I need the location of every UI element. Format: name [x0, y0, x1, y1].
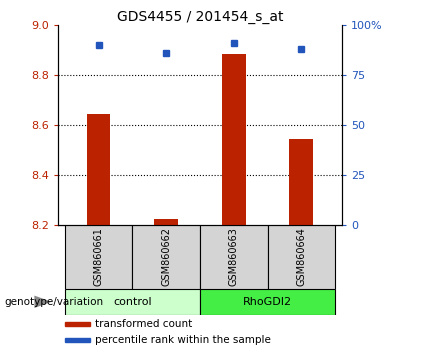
Bar [65, 322, 90, 326]
Text: percentile rank within the sample: percentile rank within the sample [95, 335, 271, 345]
Bar [132, 225, 200, 289]
Bar [222, 53, 246, 225]
Text: genotype/variation: genotype/variation [4, 297, 104, 307]
Title: GDS4455 / 201454_s_at: GDS4455 / 201454_s_at [117, 10, 283, 24]
Text: control: control [113, 297, 152, 307]
Bar [87, 114, 111, 225]
Text: GSM860664: GSM860664 [296, 227, 306, 286]
Polygon shape [34, 296, 52, 308]
Bar [267, 225, 335, 289]
Bar [65, 338, 90, 342]
Text: GSM860661: GSM860661 [94, 227, 104, 286]
Bar [200, 289, 335, 315]
Bar [65, 225, 132, 289]
Text: transformed count: transformed count [95, 319, 192, 329]
Bar [200, 225, 267, 289]
Bar [154, 218, 178, 225]
Text: GSM860662: GSM860662 [161, 227, 171, 286]
Bar [289, 138, 313, 225]
Text: GSM860663: GSM860663 [229, 227, 239, 286]
Text: RhoGDI2: RhoGDI2 [243, 297, 292, 307]
Bar [65, 289, 200, 315]
